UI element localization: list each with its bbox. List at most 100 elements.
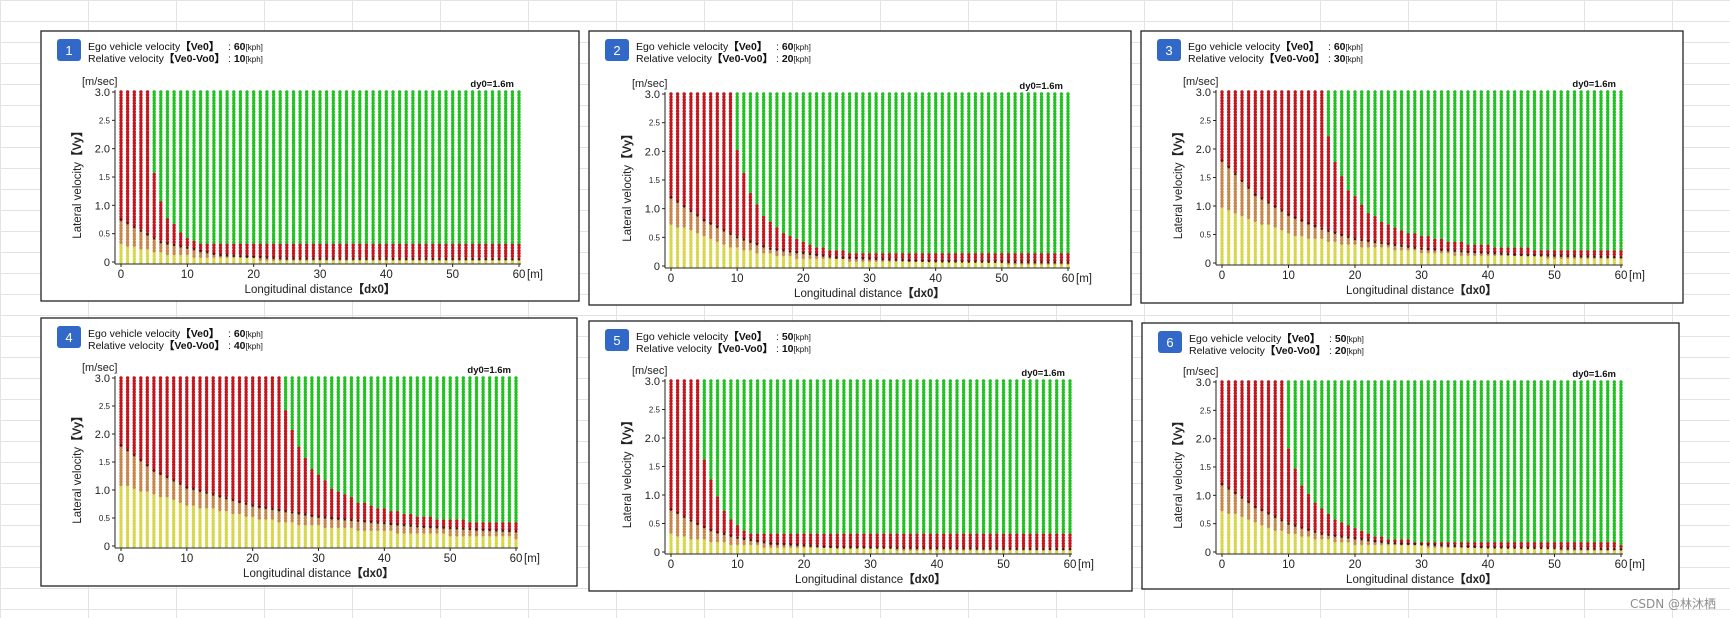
data-point	[675, 255, 680, 260]
data-point	[742, 155, 746, 159]
data-point	[172, 164, 176, 168]
data-point	[344, 181, 349, 185]
data-point	[238, 90, 243, 94]
data-point	[391, 189, 395, 193]
data-point	[198, 155, 203, 159]
data-point	[464, 206, 468, 210]
data-point	[205, 169, 209, 173]
data-point	[775, 178, 779, 182]
boundary-point	[769, 247, 772, 250]
data-point	[185, 101, 189, 106]
ego-velocity-symbol: 【Ve0】	[728, 40, 767, 53]
data-point	[198, 158, 203, 162]
data-point	[132, 96, 136, 100]
data-point	[132, 189, 136, 193]
data-point	[338, 138, 342, 142]
data-point	[748, 224, 753, 228]
data-point	[238, 240, 243, 244]
data-point	[742, 146, 746, 151]
data-point	[768, 238, 772, 242]
data-point	[417, 181, 422, 185]
data-point	[517, 164, 521, 168]
data-point	[338, 96, 342, 100]
data-point	[185, 226, 189, 230]
data-point	[351, 206, 355, 210]
data-point	[504, 172, 508, 176]
data-point	[742, 186, 746, 191]
data-point	[351, 181, 355, 185]
data-point	[775, 126, 779, 131]
data-point	[291, 164, 296, 168]
data-point	[145, 152, 150, 156]
data-point	[152, 223, 156, 227]
data-point	[451, 147, 455, 151]
data-point	[159, 158, 163, 162]
data-point	[702, 135, 706, 139]
data-point	[152, 257, 156, 261]
data-point	[742, 221, 746, 225]
data-point	[139, 169, 143, 173]
data-point	[371, 155, 375, 159]
data-point	[311, 249, 316, 253]
data-point	[132, 237, 136, 241]
data-point	[702, 204, 706, 208]
data-point	[689, 238, 693, 242]
data-column	[145, 90, 150, 264]
data-point	[755, 169, 759, 174]
boundary-point	[352, 257, 355, 260]
data-point	[504, 249, 508, 253]
data-column	[324, 90, 329, 264]
data-point	[775, 215, 779, 219]
data-point	[145, 181, 150, 185]
data-point	[225, 257, 229, 261]
data-point	[179, 215, 183, 219]
data-point	[722, 204, 726, 208]
data-point	[490, 249, 495, 253]
data-point	[318, 113, 322, 117]
data-point	[358, 138, 362, 142]
boundary-point	[391, 257, 395, 261]
data-point	[510, 113, 515, 117]
data-point	[391, 172, 395, 176]
data-point	[695, 155, 700, 159]
data-point	[742, 100, 746, 105]
data-point	[695, 247, 700, 251]
data-point	[265, 189, 269, 193]
data-point	[695, 195, 700, 199]
data-point	[338, 240, 342, 244]
data-point	[424, 147, 428, 151]
data-point	[510, 181, 515, 185]
data-point	[119, 132, 123, 137]
data-point	[139, 101, 143, 106]
data-point	[232, 90, 236, 94]
data-point	[689, 121, 693, 125]
data-point	[179, 178, 183, 182]
data-point	[722, 198, 726, 202]
data-point	[775, 135, 779, 139]
data-point	[139, 215, 143, 219]
data-column	[125, 90, 130, 264]
data-point	[517, 172, 521, 176]
data-point	[477, 215, 481, 219]
data-point	[391, 90, 395, 94]
data-point	[271, 198, 276, 202]
data-point	[702, 198, 706, 202]
data-point	[185, 127, 189, 131]
data-point	[451, 223, 455, 227]
data-point	[504, 206, 508, 210]
boundary-point	[272, 256, 275, 260]
data-point	[185, 107, 189, 111]
data-point	[682, 229, 686, 234]
data-point	[285, 164, 289, 168]
data-point	[119, 257, 123, 261]
data-point	[682, 126, 686, 131]
data-point	[702, 143, 706, 148]
data-point	[768, 178, 772, 182]
data-point	[404, 232, 408, 236]
data-point	[728, 258, 733, 262]
ego-velocity-label: Ego vehicle velocity【Ve0】	[88, 40, 219, 53]
data-point	[198, 101, 203, 106]
data-point	[258, 138, 262, 142]
data-point	[338, 198, 342, 202]
data-point	[205, 127, 209, 131]
